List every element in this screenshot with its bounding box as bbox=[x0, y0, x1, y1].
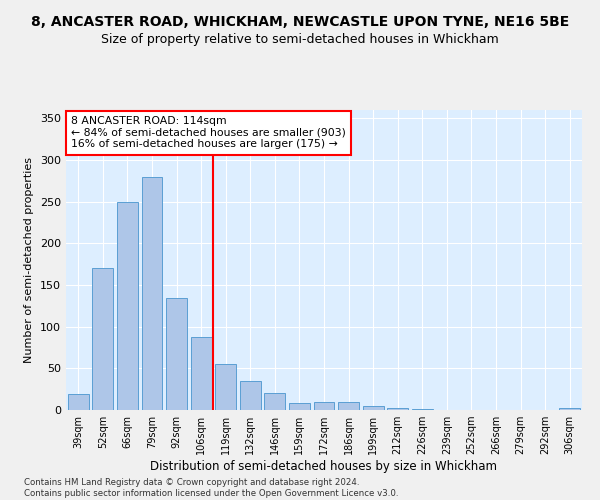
Bar bbox=[215, 364, 236, 410]
Bar bbox=[338, 402, 359, 410]
Bar bbox=[240, 381, 261, 410]
Y-axis label: Number of semi-detached properties: Number of semi-detached properties bbox=[25, 157, 34, 363]
Bar bbox=[412, 409, 433, 410]
Bar bbox=[68, 394, 89, 410]
Bar bbox=[387, 408, 408, 410]
Bar bbox=[289, 404, 310, 410]
Bar bbox=[92, 268, 113, 410]
Text: 8, ANCASTER ROAD, WHICKHAM, NEWCASTLE UPON TYNE, NE16 5BE: 8, ANCASTER ROAD, WHICKHAM, NEWCASTLE UP… bbox=[31, 15, 569, 29]
Text: Contains HM Land Registry data © Crown copyright and database right 2024.
Contai: Contains HM Land Registry data © Crown c… bbox=[24, 478, 398, 498]
Text: Size of property relative to semi-detached houses in Whickham: Size of property relative to semi-detach… bbox=[101, 32, 499, 46]
Text: 8 ANCASTER ROAD: 114sqm
← 84% of semi-detached houses are smaller (903)
16% of s: 8 ANCASTER ROAD: 114sqm ← 84% of semi-de… bbox=[71, 116, 346, 149]
Bar bbox=[314, 402, 334, 410]
Bar bbox=[166, 298, 187, 410]
Bar bbox=[117, 202, 138, 410]
Bar bbox=[362, 406, 383, 410]
Bar bbox=[265, 392, 286, 410]
Bar bbox=[191, 336, 212, 410]
Bar bbox=[559, 408, 580, 410]
Bar bbox=[142, 176, 163, 410]
X-axis label: Distribution of semi-detached houses by size in Whickham: Distribution of semi-detached houses by … bbox=[151, 460, 497, 473]
